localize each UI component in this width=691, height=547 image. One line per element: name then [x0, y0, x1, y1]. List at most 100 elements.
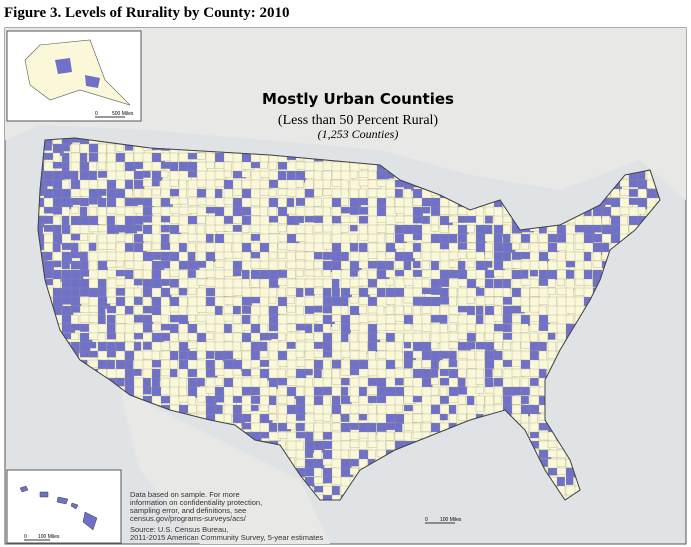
county	[313, 224, 323, 233]
county	[169, 305, 181, 313]
county	[331, 287, 340, 299]
county	[223, 296, 234, 305]
county	[349, 170, 358, 179]
county	[412, 404, 423, 414]
county	[475, 404, 484, 413]
county	[331, 413, 341, 423]
county	[79, 341, 91, 352]
county	[358, 314, 370, 323]
county	[394, 314, 405, 322]
county	[385, 305, 395, 315]
county	[448, 224, 460, 235]
county	[520, 332, 531, 344]
county	[322, 170, 332, 181]
county	[232, 305, 241, 315]
county	[547, 467, 558, 476]
county	[115, 179, 127, 189]
county	[394, 404, 403, 413]
county	[574, 242, 586, 250]
county	[223, 170, 232, 178]
county	[457, 224, 469, 236]
county	[304, 431, 314, 443]
county	[97, 341, 107, 352]
county	[79, 260, 89, 271]
county	[142, 296, 152, 308]
county	[268, 404, 277, 414]
county	[475, 386, 484, 394]
county	[376, 314, 387, 326]
county	[160, 368, 172, 377]
county	[178, 188, 187, 200]
county	[394, 377, 404, 386]
county	[403, 386, 415, 397]
county	[376, 422, 387, 432]
county	[313, 431, 325, 441]
county	[196, 278, 208, 286]
county	[277, 179, 289, 189]
county	[583, 233, 594, 245]
county	[475, 368, 484, 379]
county	[250, 386, 260, 396]
county	[412, 242, 422, 253]
county	[484, 314, 496, 325]
county	[322, 269, 331, 277]
county	[331, 485, 340, 496]
county	[538, 341, 547, 352]
county	[340, 197, 349, 206]
county	[493, 332, 504, 343]
county	[61, 143, 70, 152]
county	[205, 350, 215, 359]
county	[124, 233, 133, 244]
county	[313, 206, 324, 216]
county	[331, 188, 343, 199]
county	[340, 458, 352, 470]
county	[313, 404, 324, 415]
county	[142, 341, 152, 350]
county	[439, 350, 450, 359]
county	[304, 449, 314, 458]
county	[430, 305, 440, 316]
county	[43, 143, 52, 151]
county	[394, 395, 404, 406]
county	[493, 314, 503, 322]
county	[124, 242, 134, 252]
county	[484, 242, 493, 252]
county	[313, 278, 325, 287]
county	[493, 395, 502, 404]
county	[160, 386, 171, 396]
county	[79, 296, 90, 305]
county	[178, 368, 188, 380]
county	[493, 341, 503, 350]
county	[97, 206, 107, 218]
county	[412, 350, 423, 359]
county	[439, 368, 449, 377]
county	[268, 179, 279, 189]
county	[259, 269, 270, 280]
county	[367, 395, 377, 404]
county	[106, 314, 116, 325]
county	[52, 224, 62, 236]
county	[250, 197, 260, 207]
county	[151, 296, 162, 308]
county	[385, 413, 396, 423]
county	[169, 278, 179, 288]
county	[592, 260, 603, 268]
county	[520, 413, 529, 424]
county	[340, 314, 352, 326]
county	[79, 143, 90, 155]
county	[115, 143, 124, 152]
county	[232, 368, 242, 376]
county	[538, 260, 548, 271]
county	[133, 188, 142, 198]
county	[133, 224, 143, 232]
county	[493, 287, 504, 297]
county	[232, 278, 243, 290]
county	[457, 233, 467, 243]
county	[484, 251, 493, 259]
county	[286, 422, 296, 430]
county	[358, 260, 370, 269]
county	[367, 314, 378, 322]
county	[349, 440, 361, 448]
county	[178, 386, 188, 396]
county	[70, 305, 82, 313]
